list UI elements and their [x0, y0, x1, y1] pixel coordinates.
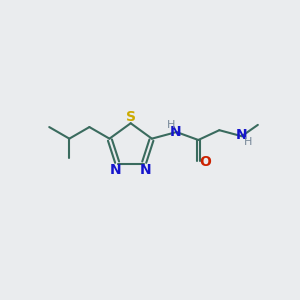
Text: N: N — [140, 163, 152, 177]
Text: H: H — [244, 137, 252, 147]
Text: N: N — [236, 128, 248, 142]
Text: N: N — [170, 125, 182, 139]
Text: O: O — [199, 155, 211, 169]
Text: S: S — [126, 110, 136, 124]
Text: H: H — [167, 120, 176, 130]
Text: N: N — [110, 163, 122, 177]
